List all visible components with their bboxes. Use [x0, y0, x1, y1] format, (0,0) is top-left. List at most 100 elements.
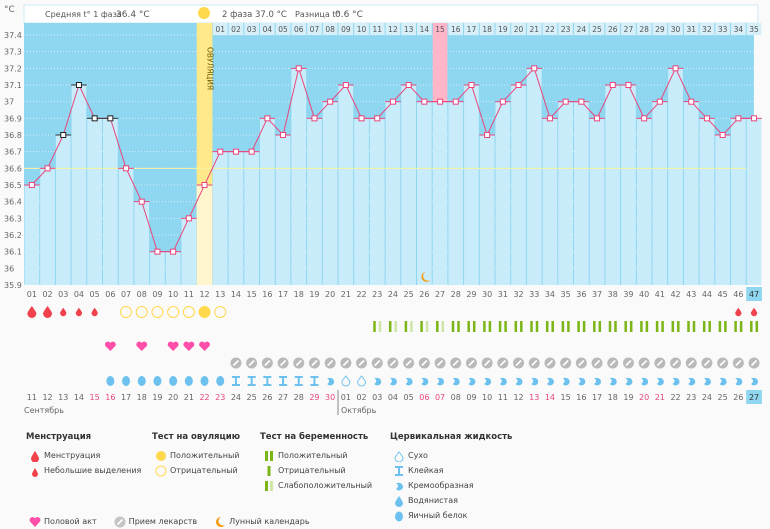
- pregnancy-test-bar: [655, 321, 659, 332]
- pregnancy-test-bar: [498, 321, 502, 332]
- pill-stripe: [452, 359, 459, 367]
- temp-bar: [275, 135, 291, 285]
- phase2-day-label: 17: [467, 25, 477, 34]
- temp-bar: [181, 218, 197, 285]
- creamy-icon: [703, 377, 711, 386]
- pregnancy-test-bar: [577, 321, 580, 332]
- pill-stripe: [499, 359, 506, 367]
- temp-bar: [495, 101, 511, 286]
- date-label: 25: [718, 393, 728, 402]
- legend-item: Лунный календарь: [229, 517, 310, 526]
- phase2-day-cell: [589, 23, 605, 35]
- pregnancy-weak-icon: [394, 321, 397, 332]
- phase2-day-label: 14: [420, 25, 430, 34]
- pregnancy-weak-icon: [441, 321, 445, 332]
- date-label: 23: [686, 393, 696, 402]
- creamy-icon: [735, 377, 743, 386]
- phase2-day-cell: [369, 23, 385, 35]
- phase2-day-label: 09: [341, 25, 351, 34]
- pill-stripe: [295, 359, 302, 367]
- pill-stripe: [578, 359, 585, 367]
- eggwhite-icon: [216, 376, 225, 386]
- temp-point: [201, 182, 208, 188]
- temp-point: [437, 98, 444, 105]
- temp-bar: [40, 168, 55, 285]
- phase2-day-cell: [275, 23, 291, 35]
- cycle-day-label: 24: [388, 290, 398, 299]
- pill-stripe: [672, 359, 679, 367]
- cycle-day-label: 01: [27, 290, 37, 299]
- creamy-icon: [484, 377, 492, 386]
- eggwhite-icon: [169, 376, 178, 386]
- double-bar-icon: [260, 450, 278, 462]
- temp-bar: [228, 151, 244, 285]
- pill-stripe: [562, 359, 569, 367]
- date-label: 11: [27, 393, 37, 402]
- pill-stripe: [625, 359, 632, 367]
- phase1-value: 36.4 °C: [116, 10, 150, 20]
- temp-point: [28, 182, 35, 188]
- phase2-day-label: 32: [702, 25, 712, 34]
- temp-point: [688, 98, 695, 105]
- ovulation-negative-icon: [135, 306, 148, 318]
- month-label: Сентябрь: [24, 406, 64, 415]
- pregnancy-positive-icon: [488, 321, 492, 332]
- pregnancy-positive-icon: [551, 321, 554, 332]
- y-tick-label: 37.2: [4, 64, 22, 73]
- sticky-icon: [390, 465, 408, 477]
- pregnancy-positive-icon: [739, 321, 743, 332]
- date-label: 22: [199, 393, 209, 402]
- pregnancy-weak-icon: [378, 321, 382, 332]
- menstruation-icon: [27, 306, 37, 318]
- phase2-day-label: 02: [231, 25, 241, 34]
- creamy-icon: [641, 377, 649, 386]
- legend-title: Тест на овуляцию: [152, 432, 241, 442]
- pill-stripe: [374, 359, 381, 367]
- cycle-day-label: 20: [325, 290, 335, 299]
- pregnancy-positive-icon: [692, 321, 696, 332]
- temp-point: [170, 248, 177, 255]
- y-tick-label: 36.4: [4, 198, 22, 207]
- phase2-day-label: 29: [655, 25, 665, 34]
- temp-point: [405, 82, 412, 88]
- ovulation-bar: [196, 185, 213, 285]
- cycle-day-label: 16: [262, 290, 272, 299]
- phase2-label: 2 фаза 37.0 °C: [222, 10, 287, 20]
- y-tick-label: 36.9: [4, 114, 22, 123]
- temp-bar: [731, 118, 746, 285]
- temp-bar: [715, 135, 730, 285]
- date-label: 13: [529, 393, 539, 402]
- cycle-day-label: 31: [498, 290, 508, 299]
- date-label: 27: [749, 393, 759, 402]
- cycle-day-label: 43: [686, 290, 696, 299]
- pill-stripe: [515, 359, 522, 367]
- sticky-icon: [279, 376, 288, 386]
- date-label: 08: [451, 393, 461, 402]
- eggwhite-icon: [200, 376, 209, 386]
- cycle-day-label: 11: [184, 290, 194, 299]
- sticky-icon: [263, 376, 272, 386]
- pregnancy-positive-icon: [457, 321, 460, 332]
- date-label: 11: [498, 393, 508, 402]
- cycle-day-label: 44: [702, 290, 712, 299]
- phase2-day-cell: [699, 23, 715, 35]
- phase2-day-label: 19: [498, 25, 508, 34]
- temp-bar: [479, 135, 495, 285]
- pregnancy-positive-icon: [724, 321, 727, 332]
- phase2-day-cell: [322, 23, 338, 35]
- date-label: 21: [655, 393, 665, 402]
- temp-bar: [338, 85, 354, 285]
- date-label: 01: [341, 393, 351, 402]
- phase2-day-cell: [511, 23, 526, 35]
- date-label: 06: [419, 393, 429, 402]
- pill-stripe: [656, 359, 663, 367]
- cycle-day-label: 04: [74, 290, 84, 299]
- y-tick-label: 35.9: [4, 281, 22, 290]
- creamy-icon: [594, 377, 602, 386]
- legend-pregnancy: Тест на беременность Положительный Отриц…: [260, 432, 372, 493]
- date-label: 20: [168, 393, 178, 402]
- phase2-day-cell: [683, 23, 699, 35]
- spotting-icon: [60, 307, 67, 317]
- pill-stripe: [311, 359, 318, 367]
